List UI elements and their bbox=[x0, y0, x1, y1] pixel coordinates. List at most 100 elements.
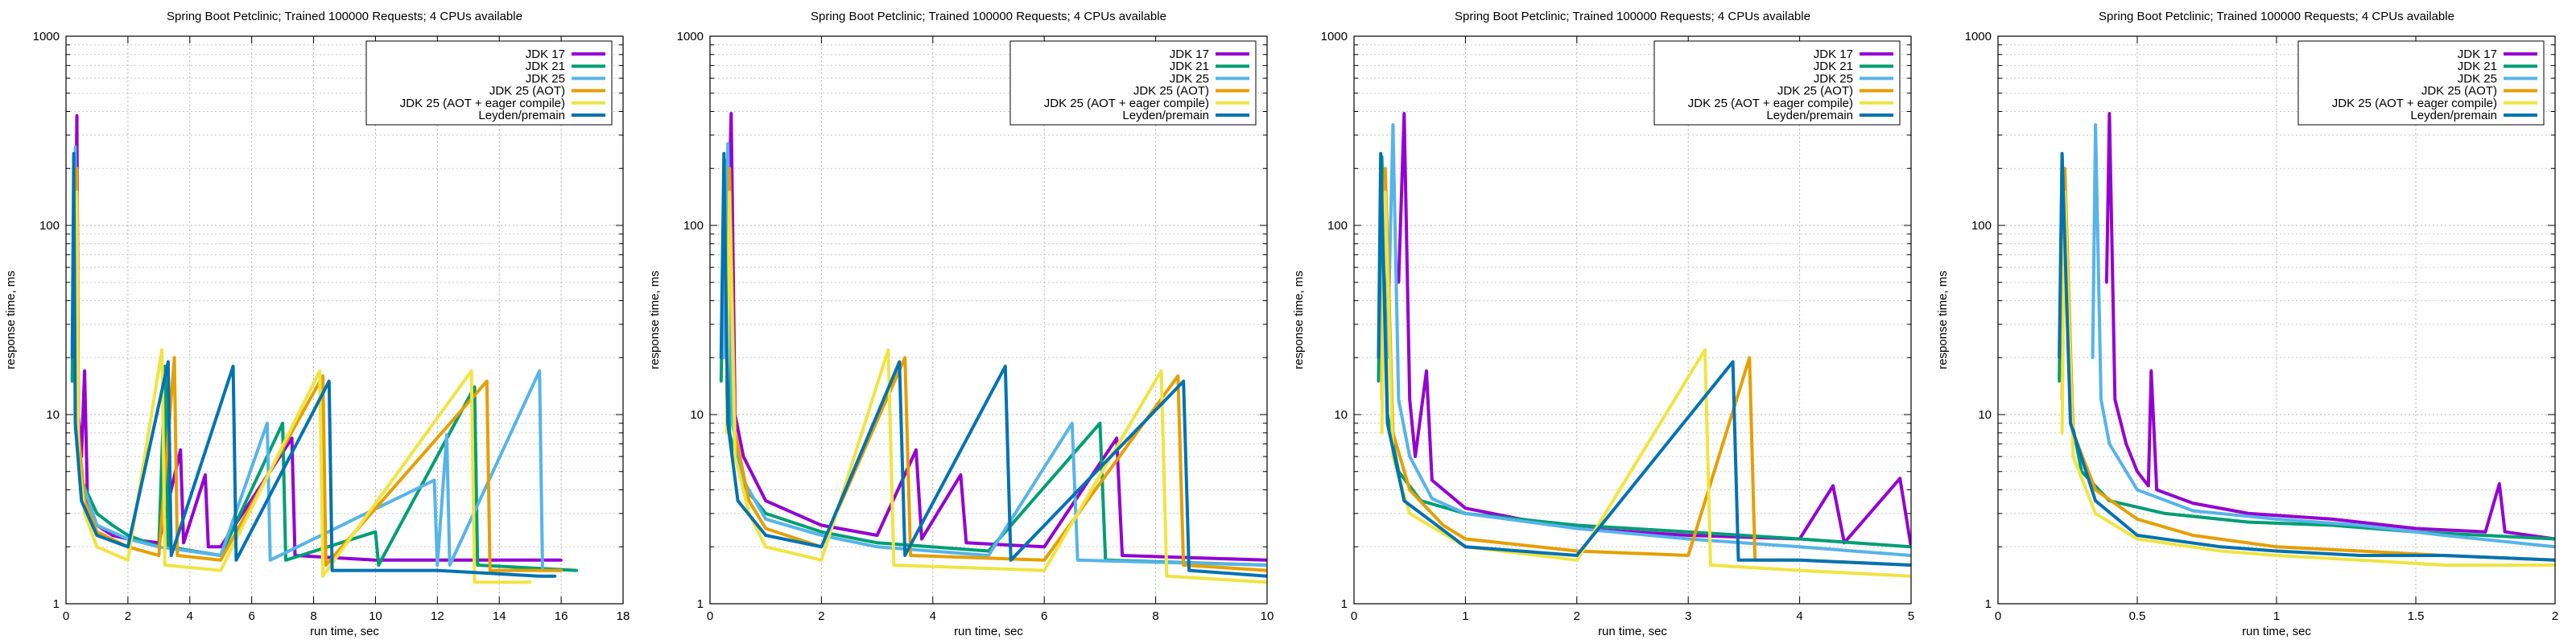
data-point bbox=[1384, 190, 1387, 194]
x-axis-label: run time, sec bbox=[2242, 625, 2311, 638]
data-point bbox=[1798, 545, 1802, 549]
data-point bbox=[321, 574, 324, 578]
chart-title: Spring Boot Petclinic; Trained 100000 Re… bbox=[2099, 10, 2454, 23]
series-line-1 bbox=[1397, 112, 1911, 547]
data-point bbox=[2247, 512, 2251, 515]
data-point bbox=[234, 559, 238, 562]
data-point bbox=[1430, 478, 1434, 482]
data-point bbox=[473, 580, 477, 584]
data-point bbox=[281, 422, 284, 425]
x-tick-label: 4 bbox=[1796, 609, 1802, 623]
data-point bbox=[1176, 374, 1180, 378]
data-point bbox=[1748, 356, 1752, 360]
data-point bbox=[1798, 568, 1802, 572]
data-point bbox=[1463, 545, 1468, 549]
data-point bbox=[266, 422, 269, 425]
data-point bbox=[436, 568, 440, 572]
data-point bbox=[2498, 482, 2501, 485]
x-tick-label: 0.5 bbox=[2129, 609, 2146, 623]
data-point bbox=[2219, 545, 2223, 549]
plot-frame bbox=[65, 35, 624, 605]
data-point bbox=[898, 360, 902, 364]
data-point bbox=[1182, 379, 1185, 383]
data-point bbox=[473, 385, 477, 389]
data-point bbox=[2483, 530, 2487, 534]
legend-label: JDK 25 (AOT + eager compile) bbox=[400, 97, 565, 110]
legend-label: JDK 25 bbox=[1814, 72, 1853, 85]
legend-label: JDK 25 bbox=[1170, 72, 1209, 85]
chart-title: Spring Boot Petclinic; Trained 100000 Re… bbox=[167, 10, 522, 23]
data-point bbox=[2247, 520, 2251, 524]
series-group bbox=[2058, 112, 2555, 567]
data-point bbox=[1798, 537, 1802, 541]
data-point bbox=[1463, 512, 1468, 515]
x-tick-label: 14 bbox=[493, 609, 506, 623]
data-point bbox=[2058, 379, 2061, 383]
series-line-3 bbox=[1385, 123, 1911, 557]
data-point bbox=[2105, 280, 2108, 284]
data-point bbox=[1384, 167, 1387, 171]
y-tick-label: 10 bbox=[1334, 408, 1348, 422]
data-point bbox=[2191, 502, 2194, 505]
series-line-4 bbox=[2060, 167, 2555, 562]
data-point bbox=[1042, 545, 1046, 549]
data-point bbox=[219, 545, 223, 549]
legend-label: JDK 17 bbox=[1170, 47, 1209, 61]
data-point bbox=[764, 512, 767, 515]
data-point bbox=[1430, 497, 1434, 501]
x-tick-label: 16 bbox=[555, 609, 568, 623]
data-point bbox=[467, 559, 470, 562]
data-point bbox=[764, 534, 767, 537]
data-point bbox=[909, 554, 912, 557]
data-point bbox=[374, 530, 378, 534]
data-point bbox=[231, 365, 235, 368]
x-tick-label: 2 bbox=[2552, 609, 2558, 623]
data-point bbox=[1425, 369, 1428, 373]
y-axis-label: response time, ms bbox=[648, 270, 662, 369]
data-point bbox=[1165, 574, 1169, 578]
data-point bbox=[1098, 422, 1102, 425]
data-point bbox=[2094, 123, 2097, 126]
data-point bbox=[819, 559, 824, 562]
data-point bbox=[903, 554, 906, 557]
data-point bbox=[1377, 356, 1381, 360]
data-point bbox=[1377, 379, 1381, 383]
data-point bbox=[2060, 151, 2064, 155]
x-tick-label: 18 bbox=[617, 609, 630, 623]
y-tick-label: 10 bbox=[46, 408, 60, 422]
data-point bbox=[1071, 422, 1074, 425]
legend-box bbox=[1009, 40, 1257, 126]
data-point bbox=[1004, 365, 1007, 368]
x-tick-label: 2 bbox=[818, 609, 824, 623]
x-tick-label: 2 bbox=[1574, 609, 1580, 623]
data-point bbox=[892, 564, 896, 567]
data-point bbox=[875, 545, 879, 549]
data-point bbox=[2442, 534, 2446, 537]
data-point bbox=[110, 534, 114, 537]
data-point bbox=[2094, 488, 2097, 492]
x-tick-label: 1.5 bbox=[2408, 609, 2425, 623]
series-line-5 bbox=[2060, 190, 2555, 567]
data-point bbox=[1575, 523, 1579, 527]
data-point bbox=[476, 564, 480, 567]
data-point bbox=[1898, 477, 1901, 481]
data-point bbox=[110, 523, 114, 527]
data-point bbox=[2442, 564, 2446, 567]
data-point bbox=[2124, 442, 2128, 446]
data-point bbox=[1042, 568, 1046, 572]
x-tick-label: 10 bbox=[1261, 609, 1274, 623]
data-point bbox=[204, 473, 207, 477]
data-point bbox=[73, 145, 77, 149]
y-tick-label: 1 bbox=[53, 597, 60, 611]
data-point bbox=[1408, 488, 1411, 492]
legend-box bbox=[365, 40, 613, 126]
data-point bbox=[169, 554, 173, 557]
data-point bbox=[1441, 523, 1445, 527]
x-tick-label: 0 bbox=[63, 609, 69, 623]
data-point bbox=[432, 478, 436, 482]
series-line-6 bbox=[2058, 151, 2555, 562]
series-line-5 bbox=[724, 190, 1267, 584]
data-point bbox=[2359, 559, 2362, 562]
data-point bbox=[2147, 484, 2150, 488]
legend-label: JDK 25 (AOT) bbox=[1777, 85, 1853, 98]
